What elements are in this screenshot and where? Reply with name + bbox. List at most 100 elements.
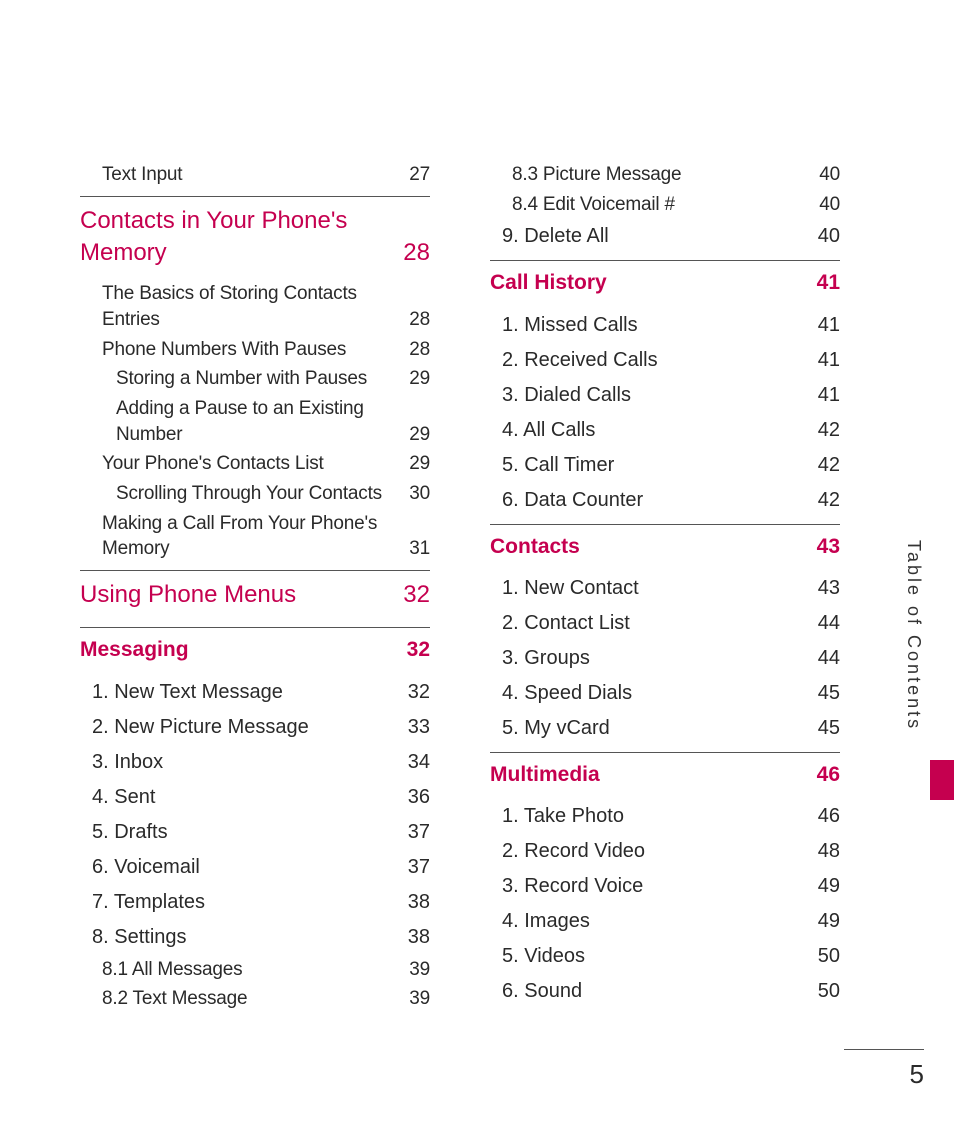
toc-entry-page: 45 (812, 715, 840, 742)
toc-entry-label: 4. Sent (92, 784, 402, 811)
toc-entry-label: Scrolling Through Your Contacts (116, 481, 403, 507)
toc-entry-label: Contacts (490, 533, 811, 561)
toc-entry: 3. Record Voice49 (490, 869, 840, 904)
toc-entry: Multimedia46 (490, 752, 840, 799)
toc-entry: Phone Numbers With Pauses28 (80, 335, 430, 365)
toc-entry-page: 43 (812, 575, 840, 602)
toc-entry-label: 1. Take Photo (502, 803, 812, 830)
toc-entry-label: 1. Missed Calls (502, 312, 812, 339)
toc-entry-label: 6. Data Counter (502, 487, 812, 514)
toc-column-left: Text Input27Contacts in Your Phone's Mem… (80, 160, 430, 1014)
toc-entry-page: 31 (403, 536, 430, 562)
toc-entry-page: 30 (403, 481, 430, 507)
toc-entry-label: 2. New Picture Message (92, 714, 402, 741)
toc-entry: 4. All Calls42 (490, 413, 840, 448)
toc-entry: 4. Images49 (490, 904, 840, 939)
toc-entry-page: 40 (813, 192, 840, 218)
toc-entry-page: 32 (397, 579, 430, 611)
toc-entry-page: 50 (812, 978, 840, 1005)
toc-entry-page: 45 (812, 680, 840, 707)
toc-entry: 4. Sent36 (80, 780, 430, 815)
toc-entry-page: 28 (403, 337, 430, 363)
toc-entry-page: 38 (402, 924, 430, 951)
toc-entry: 8.4 Edit Voicemail #40 (490, 190, 840, 220)
toc-entry-label: Text Input (102, 162, 403, 188)
toc-entry: 9. Delete All40 (490, 219, 840, 254)
toc-entry-page: 29 (403, 422, 430, 448)
toc-entry: 6. Data Counter42 (490, 483, 840, 518)
toc-entry: 6. Sound50 (490, 974, 840, 1009)
toc-entry-page: 40 (812, 223, 840, 250)
toc-entry-label: Adding a Pause to an Existing Number (116, 396, 403, 447)
toc-entry-page: 28 (403, 307, 430, 333)
toc-entry-label: 5. My vCard (502, 715, 812, 742)
toc-entry: 5. Call Timer42 (490, 448, 840, 483)
toc-entry-page: 42 (812, 452, 840, 479)
toc-entry-label: 4. Images (502, 908, 812, 935)
toc-entry-label: 1. New Contact (502, 575, 812, 602)
toc-entry-label: Your Phone's Contacts List (102, 451, 403, 477)
toc-entry-page: 46 (812, 803, 840, 830)
toc-entry-page: 32 (401, 636, 430, 664)
toc-entry: Using Phone Menus32 (80, 570, 430, 621)
toc-entry-label: 6. Voicemail (92, 854, 402, 881)
toc-entry-page: 49 (812, 908, 840, 935)
toc-entry-label: Making a Call From Your Phone's Memory (102, 511, 403, 562)
toc-entry: Messaging32 (80, 627, 430, 674)
toc-entry-page: 29 (403, 366, 430, 392)
toc-entry-label: The Basics of Storing Contacts Entries (102, 281, 403, 332)
toc-entry: 1. Take Photo46 (490, 799, 840, 834)
toc-entry-page: 41 (812, 382, 840, 409)
toc-entry: Making a Call From Your Phone's Memory31 (80, 509, 430, 564)
toc-entry-page: 39 (403, 986, 430, 1012)
toc-entry-page: 33 (402, 714, 430, 741)
toc-entry: 1. Missed Calls41 (490, 308, 840, 343)
toc-entry-label: Contacts in Your Phone's Memory (80, 205, 397, 270)
toc-entry-page: 50 (812, 943, 840, 970)
toc-entry-page: 40 (813, 162, 840, 188)
toc-entry-page: 39 (403, 957, 430, 983)
toc-entry-page: 49 (812, 873, 840, 900)
toc-entry: 3. Dialed Calls41 (490, 378, 840, 413)
toc-entry: 1. New Contact43 (490, 571, 840, 606)
toc-entry-label: 9. Delete All (502, 223, 812, 250)
toc-entry: Your Phone's Contacts List29 (80, 449, 430, 479)
toc-entry: 3. Inbox34 (80, 745, 430, 780)
toc-entry-page: 42 (812, 487, 840, 514)
toc-entry-page: 32 (402, 679, 430, 706)
toc-entry-page: 43 (811, 533, 840, 561)
toc-entry-page: 27 (403, 162, 430, 188)
toc-entry-label: 8. Settings (92, 924, 402, 951)
toc-entry-page: 48 (812, 838, 840, 865)
toc-entry: 7. Templates38 (80, 885, 430, 920)
toc-entry-page: 41 (811, 269, 840, 297)
toc-entry-page: 34 (402, 749, 430, 776)
toc-entry: Contacts43 (490, 524, 840, 571)
toc-entry-page: 29 (403, 451, 430, 477)
toc-entry-label: Messaging (80, 636, 401, 664)
page-number: 5 (910, 1059, 924, 1090)
toc-entry-label: 3. Inbox (92, 749, 402, 776)
toc-entry-label: 8.1 All Messages (102, 957, 403, 983)
toc-entry-label: Using Phone Menus (80, 579, 397, 611)
toc-entry-label: 6. Sound (502, 978, 812, 1005)
toc-entry: 8. Settings38 (80, 920, 430, 955)
toc-entry: 2. Received Calls41 (490, 343, 840, 378)
toc-entry: 2. Contact List44 (490, 606, 840, 641)
toc-entry-label: 7. Templates (92, 889, 402, 916)
toc-entry-page: 44 (812, 645, 840, 672)
toc-entry-label: Multimedia (490, 761, 811, 789)
toc-entry-label: Call History (490, 269, 811, 297)
toc-entry-label: 5. Videos (502, 943, 812, 970)
toc-entry-label: 1. New Text Message (92, 679, 402, 706)
toc-entry-page: 37 (402, 854, 430, 881)
toc-entry-label: 4. Speed Dials (502, 680, 812, 707)
toc-entry-page: 36 (402, 784, 430, 811)
toc-entry: 8.2 Text Message39 (80, 984, 430, 1014)
toc-entry: 8.1 All Messages39 (80, 955, 430, 985)
toc-entry-page: 28 (397, 237, 430, 269)
toc-entry-label: Phone Numbers With Pauses (102, 337, 403, 363)
toc-entry: 5. Drafts37 (80, 815, 430, 850)
toc-entry: 5. Videos50 (490, 939, 840, 974)
toc-entry: 4. Speed Dials45 (490, 676, 840, 711)
